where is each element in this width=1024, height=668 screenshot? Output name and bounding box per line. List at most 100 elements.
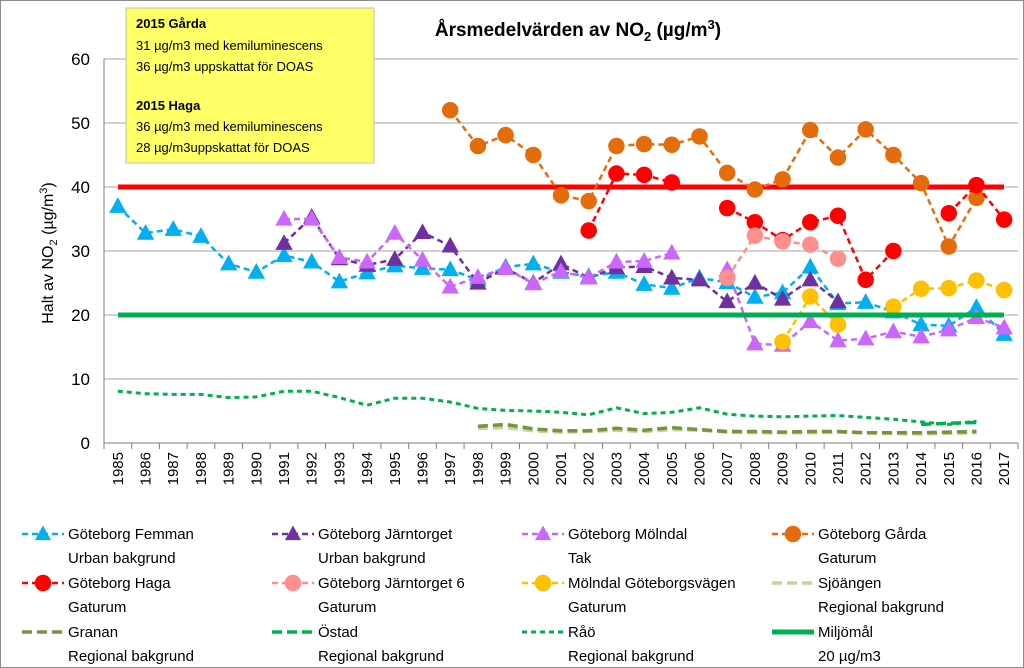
legend-item-g-teborg-g-rda: Göteborg Gårda Gaturum (772, 525, 927, 567)
data-point-g-teborg-j-rntorget (690, 270, 709, 287)
data-point-g-teborg-j-rntorget-6 (718, 269, 736, 287)
x-tick-label: 1995 (387, 452, 404, 485)
data-point-g-teborg-j-rntorget (829, 292, 847, 309)
legend-sublabel: Urban bakgrund (318, 550, 426, 567)
data-point-g-teborg-femman (441, 260, 459, 277)
legend-marker (284, 574, 302, 592)
data-point-g-teborg-j-rntorget (441, 236, 459, 253)
x-tick-label: 2017 (996, 452, 1013, 485)
data-point-g-teborg-j-rntorget (718, 292, 736, 309)
annotation-line-3: 36 µg/m3 med kemiluminescens (136, 119, 323, 134)
x-tick-label: 2016 (968, 452, 985, 485)
y-tick-label: 20 (71, 306, 90, 325)
chart-title: Årsmedelvärden av NO2 (µg/m3) (435, 17, 721, 44)
data-point-m-lndal-g-teborgsv-gen (968, 272, 985, 289)
x-tick-label: 2014 (913, 452, 930, 485)
data-point-m-lndal-g-teborgsv-gen (995, 281, 1013, 299)
y-tick-label: 60 (71, 50, 90, 69)
legend-label: Mölndal Göteborgsvägen (568, 575, 736, 592)
data-point-g-teborg-g-rda (940, 238, 958, 255)
data-point-g-teborg-haga (885, 242, 902, 260)
data-point-g-teborg-femman (330, 272, 349, 289)
series-line-g-teborg-m-lndal (284, 217, 673, 289)
series-r- (117, 389, 977, 426)
x-tick-label: 1994 (359, 452, 376, 485)
x-tick-label: 1991 (276, 452, 293, 485)
legend-item-milj-m-l: Miljömål 20 µg/m3 (772, 624, 881, 665)
data-point-g-teborg-m-lndal (801, 312, 819, 329)
legend-label: Göteborg Gårda (818, 526, 927, 543)
data-point-g-teborg-m-lndal (580, 268, 598, 285)
legend-label: Östad (318, 623, 358, 641)
y-tick-label: 0 (81, 434, 90, 453)
legend-sublabel: Regional bakgrund (318, 648, 444, 665)
x-tick-label: 2015 (941, 452, 958, 485)
legend-label: Sjöängen (818, 575, 881, 592)
x-tick-label: 2003 (608, 452, 625, 485)
annotation-background (125, 7, 375, 164)
data-point-g-teborg-m-lndal (413, 250, 432, 267)
data-point-g-teborg-j-rntorget-6 (774, 233, 791, 250)
data-point-g-teborg-femman (136, 223, 155, 240)
x-tick-label: 2001 (553, 452, 570, 485)
series-line-g-teborg-femman (116, 205, 1006, 336)
legend-marker (34, 574, 52, 592)
data-point-g-teborg-g-rda (552, 187, 570, 204)
legend-sublabel: Regional bakgrund (68, 648, 194, 665)
y-axis-title: Halt av NO2 (µg/m3) (38, 182, 60, 324)
legend-marker (34, 525, 52, 541)
series-line-r- (117, 389, 977, 426)
data-point-g-teborg-g-rda (885, 146, 902, 164)
series-g-teborg-g-rda (441, 101, 985, 255)
legend-marker (784, 525, 802, 543)
y-tick-label: 50 (71, 114, 90, 133)
series-line-g-teborg-haga (947, 183, 1006, 221)
legend-marker (284, 525, 302, 541)
data-point-m-lndal-g-teborgsv-gen (940, 279, 958, 297)
data-point-g-teborg-femman (856, 293, 875, 309)
legend-item-g-teborg-haga: Göteborg Haga Gaturum (22, 574, 171, 616)
data-point-g-teborg-femman (219, 254, 238, 271)
annotation-heading-haga: 2015 Haga (136, 98, 201, 113)
data-point-g-teborg-m-lndal (884, 322, 903, 339)
data-point-g-teborg-femman (164, 220, 182, 236)
data-point-g-teborg-j-rntorget (386, 250, 404, 266)
x-tick-label: 1998 (470, 452, 487, 485)
x-tick-label: 2008 (747, 452, 764, 485)
legend-item-g-teborg-m-lndal: Göteborg Mölndal Tak (522, 525, 687, 567)
y-tick-label: 10 (71, 370, 90, 389)
x-tick-label: 2013 (885, 452, 902, 485)
legend-item-r-: Råö Regional bakgrund (522, 624, 694, 665)
x-tick-label: 2012 (858, 452, 875, 485)
x-tick-label: 2010 (802, 452, 819, 485)
data-point-g-teborg-m-lndal (746, 334, 764, 351)
legend-sublabel: Urban bakgrund (68, 550, 176, 567)
plot-area (109, 101, 1013, 436)
data-point-g-teborg-femman (413, 259, 432, 275)
legend-item-granan: Granan Regional bakgrund (22, 624, 194, 665)
x-tick-label: 1990 (248, 452, 265, 485)
x-tick-label: 1989 (221, 452, 238, 485)
x-tick-label: 1986 (138, 452, 155, 485)
data-point-g-teborg-g-rda (968, 189, 985, 207)
legend-sublabel: Regional bakgrund (818, 599, 944, 616)
data-point-g-teborg-m-lndal (912, 327, 930, 344)
data-point-g-teborg-m-lndal (607, 252, 626, 269)
data-point-g-teborg-haga (635, 166, 653, 184)
data-point-m-lndal-g-teborgsv-gen (774, 333, 791, 351)
data-point-g-teborg-femman (912, 315, 930, 332)
data-point-g-teborg-femman (801, 257, 819, 274)
data-point-g-teborg-g-rda (580, 192, 597, 210)
annotation-box: 2015 Gårda 31 µg/m3 med kemiluminescens … (125, 7, 375, 164)
legend-sublabel: 20 µg/m3 (818, 648, 881, 665)
data-point-g-teborg-g-rda (829, 149, 847, 166)
series-line-g-teborg-j-rntorget (283, 215, 839, 304)
legend-label: Göteborg Femman (68, 526, 194, 543)
data-point-g-teborg-haga (746, 213, 764, 231)
annotation-heading-garda: 2015 Gårda (136, 16, 207, 31)
data-point-g-teborg-g-rda (857, 121, 874, 138)
data-point-g-teborg-j-rntorget-6 (802, 236, 819, 253)
data-point-g-teborg-j-rntorget-6 (829, 250, 847, 267)
data-point-g-teborg-haga (663, 174, 681, 191)
data-point-g-teborg-m-lndal (496, 259, 515, 275)
